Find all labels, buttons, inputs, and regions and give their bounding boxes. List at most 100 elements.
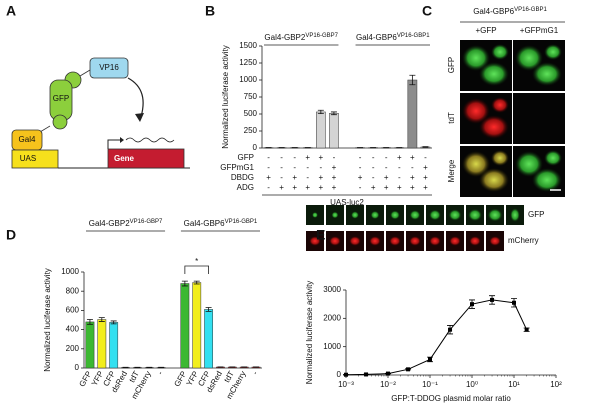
panel-label: B [205,3,215,19]
group-title: Gal4-GBP2VP16-GBP7 [89,219,163,229]
bar [193,283,201,368]
y-tick-label: 1500 [239,41,257,50]
row-label: GFP [447,57,456,73]
condition-sign: + [397,153,402,162]
bar [408,80,417,148]
cell [491,150,509,166]
group-title-main: Gal4-GBP2 [89,219,130,228]
y-tick-label: 200 [66,344,80,353]
cell [544,150,562,166]
y-tick-label: 600 [66,306,80,315]
condition-sign: - [267,183,270,192]
condition-sign: + [305,153,310,162]
strip-cell [409,236,421,246]
condition-sign: + [410,183,415,192]
y-tick-label: 800 [66,286,80,295]
y-tick-label: 0 [253,143,258,152]
strip-cell [449,236,461,246]
strip-cell [332,212,339,219]
data-point [406,367,410,371]
cell [532,168,562,192]
strip-cell [429,210,441,221]
condition-sign: - [359,153,362,162]
x-axis-label: GFP:T-DDOG plasmid molar ratio [391,394,511,403]
y-axis-label: Normalized luciferase activity [305,281,314,385]
condition-sign: + [397,183,402,192]
condition-sign: - [306,163,309,172]
micro-title-main: Gal4-GBP6 [473,7,514,16]
condition-sign: + [319,183,324,192]
condition-sign: + [332,183,337,192]
condition-sign: + [384,173,389,182]
significance-mark: * [195,257,198,266]
y-tick-label: 750 [244,92,258,101]
x-tick-label: 10² [550,380,562,389]
micrograph [513,93,565,144]
cell [532,62,562,86]
significance-bracket [185,266,209,274]
condition-sign: + [305,183,310,192]
diagram: VP16 GFP Gal4 UAS Gene [12,58,190,168]
group-title: Gal4-GBP6VP16-GBP1 [356,33,430,43]
y-tick-label: 2000 [323,313,341,322]
x-tick-label: 10¹ [508,380,520,389]
cell [479,115,509,139]
gfp-bead [53,115,67,129]
data-line [346,300,527,375]
bar [204,309,212,368]
strip-cell [510,208,520,222]
condition-sign: - [385,153,388,162]
y-tick-label: 1000 [239,75,257,84]
cell [544,44,562,60]
condition-sign: - [385,163,388,172]
condition-sign: - [280,173,283,182]
arrow-head [135,113,144,122]
micro-title-sup: VP16-GBP1 [514,7,547,13]
condition-sign: - [372,173,375,182]
cell [491,97,509,113]
data-point [428,357,432,361]
micrographs [460,22,565,197]
condition-sign: - [320,163,323,172]
condition-sign: - [280,163,283,172]
group-title-main: Gal4-GBP6 [356,33,397,42]
y-tick-label: 250 [244,126,258,135]
condition-sign: + [423,163,428,172]
condition-sign: + [279,183,284,192]
condition-sign: + [410,153,415,162]
column-label: +GFP [475,26,496,35]
y-tick-label: 1000 [323,342,341,351]
bar [86,322,94,368]
condition-sign: + [319,173,324,182]
condition-sign: - [280,153,283,162]
vp16-label: VP16 [99,63,119,72]
data-point [448,328,452,332]
condition-sign: - [359,163,362,172]
condition-sign: + [266,173,271,182]
condition-name: GFP [238,153,254,162]
condition-sign: - [398,163,401,172]
data-point [490,298,494,302]
row-label: Merge [447,159,456,182]
condition-sign: + [410,173,415,182]
strip-cell [389,236,401,246]
column-label: +GFPmG1 [520,26,559,35]
x-tick-label: - [250,369,259,376]
uas-label: UAS [20,154,36,163]
error-bar [422,147,428,148]
condition-sign: + [332,173,337,182]
group-title-sup: VP16-GBP7 [130,219,163,225]
condition-sign: + [292,173,297,182]
strip-cell [489,236,501,246]
gene-label: Gene [114,154,135,163]
strip-label: mCherry [508,236,539,245]
gfp-label: GFP [53,94,69,103]
image-strip [306,205,524,251]
panel-label: C [422,3,432,19]
promoter [108,140,120,149]
group-title: Gal4-GBP2VP16-GBP7 [264,33,338,43]
group-title-main: Gal4-GBP2 [264,33,305,42]
gal4-label: Gal4 [19,135,36,144]
cell [479,62,509,86]
